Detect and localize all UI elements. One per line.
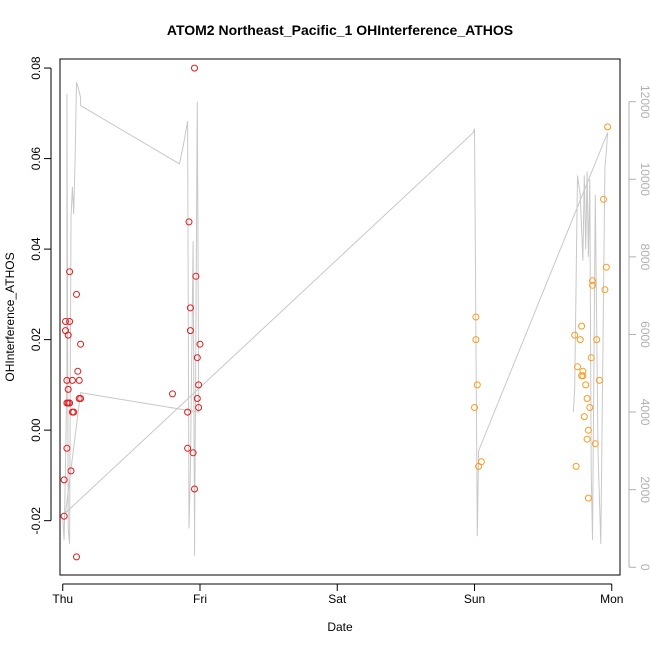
data-point — [60, 512, 68, 520]
data-point — [77, 340, 85, 348]
x-tick-label: Thu — [52, 592, 73, 606]
data-point — [587, 354, 595, 362]
data-point — [196, 340, 204, 348]
data-point — [589, 277, 596, 285]
y-tick-label: 0.00 — [29, 418, 43, 442]
data-point — [184, 408, 192, 416]
x-tick-label: Mon — [600, 592, 623, 606]
data-point — [68, 376, 76, 384]
y2-tick-label: 10000 — [638, 163, 650, 197]
data-point — [73, 290, 80, 298]
y2-tick-label: 8000 — [638, 244, 650, 271]
secondary-series-line — [62, 82, 609, 556]
secondary-line-layer — [62, 82, 609, 556]
data-point — [600, 195, 607, 203]
data-point — [593, 336, 601, 344]
data-point — [191, 64, 198, 72]
y-tick-label: 0.06 — [29, 147, 43, 171]
x-tick-label: Fri — [193, 592, 207, 606]
data-point — [192, 272, 200, 280]
data-point — [73, 553, 80, 561]
data-point — [66, 268, 74, 276]
data-point — [193, 395, 201, 402]
data-point — [472, 336, 480, 344]
chart-title: ATOM2 Northeast_Pacific_1 OHInterference… — [167, 22, 513, 38]
x-tick-label: Sun — [464, 592, 485, 606]
data-point — [471, 404, 478, 411]
data-point — [584, 494, 592, 502]
data-point — [184, 444, 192, 452]
data-point — [477, 458, 485, 466]
data-point — [63, 444, 71, 452]
data-point — [574, 363, 581, 371]
data-point — [473, 381, 481, 389]
data-point — [186, 304, 194, 312]
data-point — [571, 331, 579, 339]
points-layer — [60, 64, 612, 561]
y-axis: -0.02 0.00 0.02 0.04 0.06 0.08 — [29, 56, 52, 535]
y-tick-label: -0.02 — [29, 507, 43, 535]
data-point — [589, 281, 596, 289]
data-point — [74, 367, 82, 375]
data-point — [580, 413, 588, 421]
data-point — [67, 467, 75, 475]
data-point — [583, 435, 591, 443]
data-point — [579, 372, 587, 380]
data-point — [169, 390, 176, 398]
y2-tick-label: 4000 — [638, 399, 650, 426]
data-point — [576, 336, 584, 344]
y2-tick-label: 6000 — [638, 321, 650, 348]
data-point — [572, 462, 580, 470]
plot-frame — [59, 58, 621, 576]
data-point — [77, 395, 85, 402]
y2-tick-label: 12000 — [638, 85, 650, 119]
y2-tick-label: 0 — [638, 564, 650, 571]
data-point — [578, 322, 586, 330]
data-point — [601, 286, 609, 294]
data-point — [62, 318, 69, 325]
data-point — [604, 123, 612, 131]
data-point — [64, 331, 72, 339]
data-point — [60, 476, 68, 484]
data-point — [579, 367, 587, 375]
x-axis-label: Date — [327, 620, 353, 634]
y2-axis: 0 2000 4000 6000 8000 10000 12000 — [628, 85, 650, 571]
data-point — [195, 404, 203, 411]
data-point — [189, 449, 197, 457]
data-point — [75, 376, 83, 384]
data-point — [472, 313, 480, 321]
data-point — [185, 218, 193, 226]
data-point — [595, 376, 603, 384]
y-axis-label: OHInterference_ATHOS — [3, 252, 17, 381]
y2-tick-label: 2000 — [638, 476, 650, 503]
data-point — [583, 395, 591, 402]
data-point — [582, 381, 590, 389]
y-tick-label: 0.04 — [29, 237, 43, 261]
y-tick-label: 0.08 — [29, 56, 43, 80]
y-tick-label: 0.02 — [29, 328, 43, 352]
data-point — [193, 354, 201, 362]
data-point — [186, 327, 194, 335]
data-point — [591, 440, 599, 448]
x-tick-label: Sat — [328, 592, 347, 606]
data-point — [584, 426, 592, 434]
x-axis: Thu Fri Sat Sun Mon — [52, 583, 623, 606]
data-point — [66, 399, 74, 407]
data-point — [64, 385, 72, 393]
data-point — [66, 318, 74, 325]
data-point — [195, 381, 203, 389]
data-point — [70, 408, 78, 416]
data-point — [602, 263, 610, 271]
data-point — [586, 404, 594, 411]
data-point — [191, 485, 198, 493]
